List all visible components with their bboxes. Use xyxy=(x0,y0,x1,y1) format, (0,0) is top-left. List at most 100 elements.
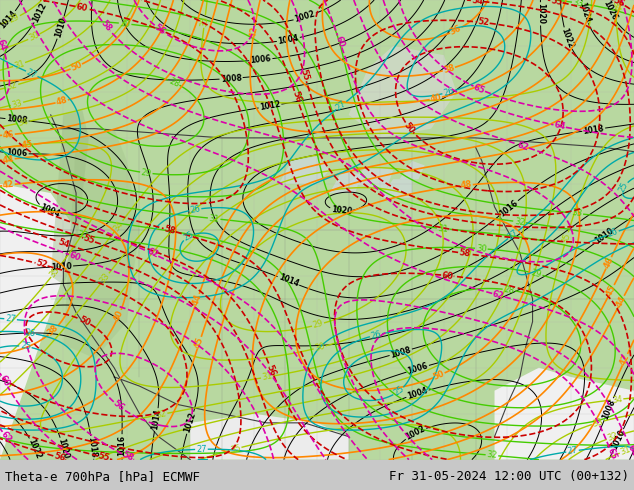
Polygon shape xyxy=(330,170,361,193)
Text: 56: 56 xyxy=(612,0,626,9)
Text: 1012: 1012 xyxy=(183,412,198,434)
Text: 36: 36 xyxy=(449,24,463,37)
Text: 48: 48 xyxy=(460,180,473,191)
Text: 1014: 1014 xyxy=(277,273,300,289)
Text: Fr 31-05-2024 12:00 UTC (00+132): Fr 31-05-2024 12:00 UTC (00+132) xyxy=(389,470,629,483)
Text: 56: 56 xyxy=(111,399,126,413)
Text: 27: 27 xyxy=(196,445,207,454)
Text: 1010: 1010 xyxy=(53,16,68,39)
Text: 1014: 1014 xyxy=(150,409,162,431)
Polygon shape xyxy=(349,166,393,189)
Text: 30: 30 xyxy=(27,30,41,43)
Text: 1004: 1004 xyxy=(277,33,299,46)
Text: 29: 29 xyxy=(530,268,543,279)
Text: 1010: 1010 xyxy=(51,262,72,271)
Text: 45: 45 xyxy=(21,140,34,150)
Text: 28: 28 xyxy=(503,285,515,295)
Text: 1002: 1002 xyxy=(294,10,316,24)
Text: 33: 33 xyxy=(571,208,583,219)
Text: 1016: 1016 xyxy=(498,198,520,218)
Text: 29: 29 xyxy=(141,168,152,178)
Text: 1010: 1010 xyxy=(593,226,616,246)
Polygon shape xyxy=(63,129,139,359)
Text: 31: 31 xyxy=(13,59,25,71)
Text: 34: 34 xyxy=(611,394,623,405)
Text: 56: 56 xyxy=(53,452,67,464)
Text: 27: 27 xyxy=(506,228,520,242)
Text: 1002: 1002 xyxy=(404,424,427,442)
Text: 31: 31 xyxy=(619,445,632,457)
Text: 60: 60 xyxy=(75,2,88,13)
Text: 1006: 1006 xyxy=(6,148,28,159)
Polygon shape xyxy=(495,368,634,460)
Text: 56: 56 xyxy=(265,363,278,377)
Text: 44: 44 xyxy=(191,293,204,307)
Text: 1020: 1020 xyxy=(56,438,70,460)
Text: 48: 48 xyxy=(55,96,68,107)
Text: 55: 55 xyxy=(299,69,311,82)
Text: 31: 31 xyxy=(261,372,273,382)
Polygon shape xyxy=(190,414,349,460)
Text: 62: 62 xyxy=(516,140,530,152)
Text: 55: 55 xyxy=(550,0,563,7)
Text: 25: 25 xyxy=(618,181,630,194)
Text: 33: 33 xyxy=(77,230,89,241)
Text: 1012: 1012 xyxy=(259,100,281,112)
Text: 28: 28 xyxy=(167,76,181,89)
Text: 26: 26 xyxy=(443,87,455,98)
Text: 32: 32 xyxy=(486,450,498,460)
Text: 46: 46 xyxy=(3,130,15,140)
Text: 42: 42 xyxy=(2,180,15,190)
Text: 55: 55 xyxy=(97,452,111,464)
Text: 52: 52 xyxy=(35,259,48,270)
Text: 64: 64 xyxy=(625,443,634,458)
Text: 30: 30 xyxy=(119,19,131,29)
Polygon shape xyxy=(380,179,412,197)
Text: 1018: 1018 xyxy=(87,436,98,458)
Text: 35: 35 xyxy=(229,443,242,455)
Text: 1008: 1008 xyxy=(220,73,242,84)
Text: 1022: 1022 xyxy=(560,27,575,50)
Text: 1018: 1018 xyxy=(583,124,605,136)
Text: 1020: 1020 xyxy=(536,3,545,24)
Text: 44: 44 xyxy=(614,294,628,309)
Text: 45: 45 xyxy=(193,336,205,350)
Text: 60: 60 xyxy=(0,374,11,389)
Text: 56: 56 xyxy=(152,22,167,36)
Text: 38: 38 xyxy=(442,63,456,75)
Text: 1020: 1020 xyxy=(330,205,353,217)
Text: 26: 26 xyxy=(189,204,201,215)
Text: 46: 46 xyxy=(602,256,615,270)
Text: 1008: 1008 xyxy=(389,345,412,360)
Text: 32: 32 xyxy=(514,217,526,227)
Text: 50: 50 xyxy=(402,120,417,135)
Text: 55: 55 xyxy=(82,234,96,246)
Text: 32: 32 xyxy=(6,80,18,92)
Polygon shape xyxy=(279,156,330,184)
Text: 54: 54 xyxy=(471,0,483,6)
Polygon shape xyxy=(0,0,634,460)
Text: 35: 35 xyxy=(560,232,573,245)
Text: 1014: 1014 xyxy=(0,9,18,31)
Text: 25: 25 xyxy=(20,342,31,352)
Text: 1008: 1008 xyxy=(601,397,617,420)
Text: 1012: 1012 xyxy=(31,1,48,24)
Text: 33: 33 xyxy=(592,417,604,428)
Text: 29: 29 xyxy=(8,12,21,25)
Text: 50: 50 xyxy=(77,315,92,328)
Text: 1016: 1016 xyxy=(117,435,126,456)
Text: 56: 56 xyxy=(290,90,302,104)
Polygon shape xyxy=(399,161,425,179)
Text: 34: 34 xyxy=(610,0,620,12)
Text: 40: 40 xyxy=(429,93,443,104)
Text: 25: 25 xyxy=(182,230,195,243)
Text: 30: 30 xyxy=(314,342,326,353)
Text: 64: 64 xyxy=(0,38,8,51)
Text: 26: 26 xyxy=(606,227,619,239)
Text: 52: 52 xyxy=(477,18,490,27)
Text: 33: 33 xyxy=(98,271,112,285)
Text: 60: 60 xyxy=(68,250,82,263)
Text: 60: 60 xyxy=(441,270,454,281)
Polygon shape xyxy=(0,184,76,460)
Text: 1006: 1006 xyxy=(406,361,429,376)
